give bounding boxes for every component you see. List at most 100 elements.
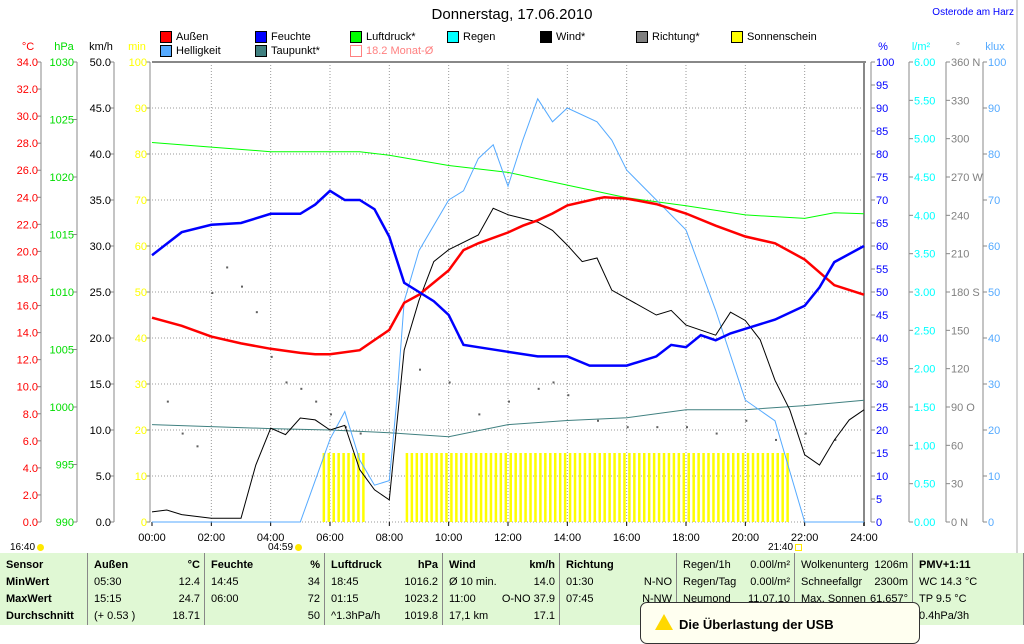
legend-item[interactable]: Sonnenschein xyxy=(731,31,817,43)
sunshine-bar xyxy=(469,453,473,522)
table-row: 11:00 O-NO 37.9 xyxy=(449,591,555,608)
location-link[interactable]: Osterode am Harz xyxy=(932,7,1014,18)
sunshine-bar xyxy=(746,453,750,522)
sunshine-bar xyxy=(425,453,428,522)
axis-tick-label: 32.0 xyxy=(17,84,38,96)
axis-tick-label: 50.0 xyxy=(90,57,111,69)
table-cell: 24.7 xyxy=(178,593,200,605)
axis-tick-label: 22.0 xyxy=(17,219,38,231)
table-row: MinWert xyxy=(6,574,83,591)
axis-tick-label: 60 xyxy=(951,440,963,452)
sunshine-bar xyxy=(751,453,755,522)
axis-tick-label: 4.00 xyxy=(914,210,935,222)
sunset-time: 21:40 xyxy=(768,542,794,553)
series-außen xyxy=(151,196,865,356)
axis-tick-label: 35.0 xyxy=(90,195,111,207)
sunshine-bar xyxy=(410,453,414,522)
table-row: Ø 10 min. 14.0 xyxy=(449,574,555,591)
sunshine-bar xyxy=(539,453,542,522)
axis-tick-label: 1020 xyxy=(50,172,74,184)
sunshine-bar xyxy=(652,453,656,522)
direction-dot xyxy=(270,355,273,358)
axis-tick-label: 10 xyxy=(135,471,147,483)
axis-tick-label: 1030 xyxy=(50,57,74,69)
axis-tick-label: 18.0 xyxy=(17,273,38,285)
sunshine-bar xyxy=(549,453,552,522)
axis-tick-label: 25 xyxy=(876,402,888,414)
legend-label: Feuchte xyxy=(271,31,311,43)
direction-dot xyxy=(567,394,570,397)
axis-tick-label: 20.0 xyxy=(17,246,38,258)
sunshine-bar xyxy=(588,453,592,522)
table-cell: Durchschnitt xyxy=(6,610,74,622)
axis-tick-label: 995 xyxy=(56,460,74,472)
sunshine-bar xyxy=(722,453,725,522)
axis-tick-label: 10.0 xyxy=(17,382,38,394)
axis-tick-label: 3.00 xyxy=(914,287,935,299)
axis-tick-label: 40 xyxy=(135,333,147,345)
direction-dot xyxy=(656,426,659,429)
sunshine-bar xyxy=(771,453,775,522)
direction-dot xyxy=(255,311,258,314)
table-column: PMV+1:11 WC 14.3 °C TP 9.5 °C 0.4hPa/3h xyxy=(913,553,1024,625)
sunshine-bar xyxy=(347,453,350,522)
sunset: 21:40 xyxy=(768,542,803,553)
table-cell: Richtung xyxy=(566,559,614,571)
sunshine-bar xyxy=(362,453,365,522)
legend-item[interactable]: 18.2 Monat-Ø xyxy=(350,45,433,57)
sunshine-bar xyxy=(623,453,626,522)
table-cell: 01:15 xyxy=(331,593,359,605)
x-tick-label: 14:00 xyxy=(554,532,582,544)
axis-tick-label: 5.50 xyxy=(914,95,935,107)
legend-item[interactable]: Feuchte xyxy=(255,31,311,43)
table-column: Wind km/h Ø 10 min. 14.0 11:00 O-NO 37.9 17,1 … xyxy=(443,553,560,625)
axis-tick-label: 1010 xyxy=(50,287,74,299)
direction-dot xyxy=(330,413,332,416)
table-cell: Außen xyxy=(94,559,129,571)
page-title: Donnerstag, 17.06.2010 xyxy=(431,6,593,23)
axis-tick-label: 30 xyxy=(988,379,1000,391)
series-feuchte xyxy=(151,189,865,367)
legend-label: Helligkeit xyxy=(176,45,221,57)
sunshine-bar xyxy=(786,453,789,522)
legend-item[interactable]: Helligkeit xyxy=(160,45,221,57)
legend-item[interactable]: Wind* xyxy=(540,31,585,43)
sunshine-bar xyxy=(327,453,331,522)
direction-dot xyxy=(315,400,318,403)
warning-popup[interactable]: Die Überlastung der USB xyxy=(640,602,920,644)
table-cell: 50 xyxy=(307,610,320,622)
axis-tick-label: 0 N xyxy=(951,517,968,529)
legend-item[interactable]: Taupunkt* xyxy=(255,45,320,57)
axis-tick-label: 360 N xyxy=(951,57,980,69)
axis-tick-label: 95 xyxy=(876,80,888,92)
legend-label: Richtung* xyxy=(652,31,700,43)
sunshine-bar xyxy=(435,453,438,522)
table-cell: 0.00l/m² xyxy=(750,559,790,571)
axis-tick-label: 20 xyxy=(988,425,1000,437)
sunshine-bar xyxy=(618,453,621,522)
direction-dot xyxy=(745,419,748,422)
sunshine-bar xyxy=(736,453,740,522)
table-cell: % xyxy=(310,559,320,571)
table-cell: 34 xyxy=(307,576,320,588)
axis-tick-label: 330 xyxy=(951,95,969,107)
sunshine-bar xyxy=(727,453,730,522)
axis-tick-label: 2.50 xyxy=(914,325,935,337)
direction-dot xyxy=(626,426,629,429)
sunshine-bar xyxy=(781,453,784,522)
legend-swatch xyxy=(636,31,648,43)
table-row: 18:45 1016.2 xyxy=(331,574,438,591)
legend-item[interactable]: Luftdruck* xyxy=(350,31,416,43)
direction-dot xyxy=(359,432,362,435)
legend-label: Luftdruck* xyxy=(366,31,416,43)
legend-item[interactable]: Außen xyxy=(160,31,208,43)
sunshine-bar xyxy=(568,453,572,522)
sunshine-bar xyxy=(657,453,661,522)
warning-icon xyxy=(655,614,673,630)
table-row: 17,1 km 17.1 xyxy=(449,608,555,625)
legend-item[interactable]: Regen xyxy=(447,31,495,43)
legend-item[interactable]: Richtung* xyxy=(636,31,700,43)
axis-unit-klux: klux xyxy=(985,41,1005,53)
table-row: TP 9.5 °C xyxy=(919,591,1019,608)
table-cell: ^1.3hPa/h xyxy=(331,610,381,622)
